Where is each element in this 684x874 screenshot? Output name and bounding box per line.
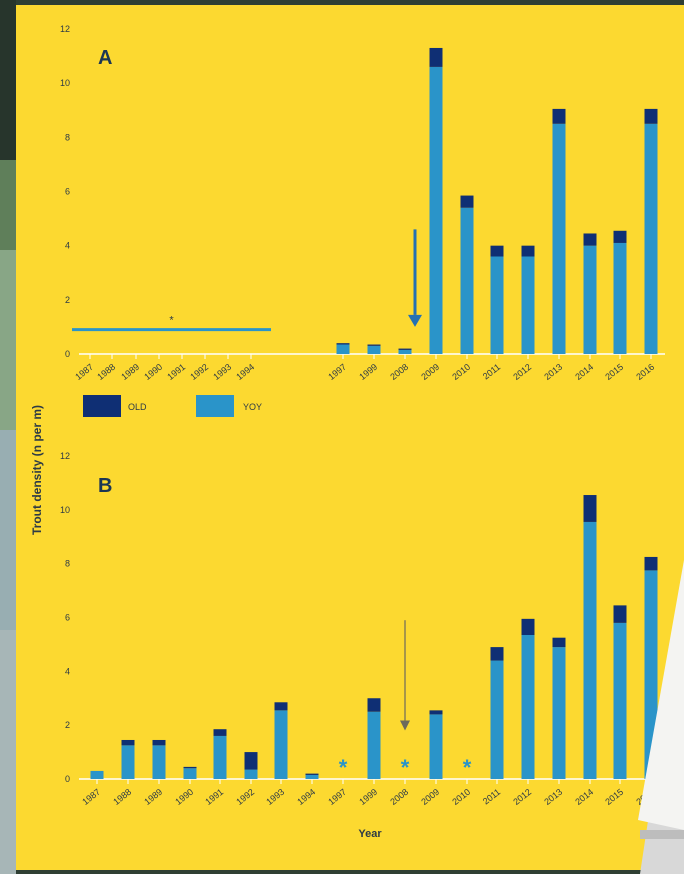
panel-b-bar-old-1993 [274,702,288,711]
panel-a-line-asterisk: * [169,315,174,327]
panel-a-bar-yoy-2008 [398,349,412,354]
panel-a-bar-yoy-2015 [613,242,627,354]
panel-b-bar-old-1991 [213,729,227,736]
panel-b-bar-old-2011 [490,647,504,661]
panel-a-panel-label: A [98,47,112,69]
panel-b-bar-old-1988 [121,739,135,746]
panel-b-y-tick-label: 4 [65,666,70,676]
panel-a-bar-yoy-2014 [583,245,597,354]
panel-a-bar-old-1999 [367,344,381,346]
panel-b-bar-old-2014 [583,495,597,522]
panel-b-bar-yoy-1999 [367,711,381,779]
y-axis-label: Trout density (n per m) [30,405,44,535]
panel-b-y-tick-label: 12 [60,451,70,461]
panel-b-bar-yoy-1990 [183,768,197,779]
panel-a-bar-yoy-2012 [521,256,535,354]
panel-a-y-tick-label: 12 [60,24,70,34]
panel-b-bar-yoy-1987 [90,770,104,779]
panel-b-y-tick-label: 10 [60,505,70,515]
panel-a-bar-yoy-2016 [644,123,658,355]
panel-b-bar-yoy-1992 [244,769,258,779]
panel-a-y-tick-label: 0 [65,349,70,359]
chart-panel [16,5,684,870]
panel-a-bar-yoy-1997 [336,344,350,354]
panel-b-bar-yoy-1988 [121,745,135,779]
panel-b-bar-old-1989 [152,739,166,746]
panel-b-bar-yoy-1993 [274,710,288,779]
panel-a-bar-old-2016 [644,108,658,124]
panel-b-bar-old-1992 [244,752,258,770]
panel-b-bar-yoy-1991 [213,735,227,779]
panel-b-asterisk-2010: * [463,755,472,780]
panel-a-bar-old-2013 [552,108,566,124]
panel-b-bar-yoy-1989 [152,745,166,779]
panel-a-bar-old-2008 [398,348,412,350]
panel-a-y-tick-label: 2 [65,295,70,305]
panel-a-bar-old-2010 [460,195,474,208]
panel-a-bar-old-1997 [336,343,350,345]
panel-b-bar-old-1990 [183,766,197,769]
panel-a-bar-old-2012 [521,245,535,257]
panel-b-bar-old-1999 [367,698,381,712]
panel-a-y-tick-label: 6 [65,187,70,197]
legend-old-label: OLD [128,402,147,412]
panel-b-bar-yoy-2009 [429,714,443,779]
panel-b-asterisk-1997: * [339,755,348,780]
panel-b-panel-label: B [98,475,112,497]
panel-a-y-tick-label: 8 [65,132,70,142]
panel-b-y-tick-label: 2 [65,720,70,730]
panel-b-bar-old-1994 [305,773,319,775]
panel-a-arrow-head [408,314,422,327]
panel-a-bar-old-2014 [583,233,597,246]
panel-a-bar-yoy-2011 [490,256,504,354]
panel-b-bar-old-2012 [521,618,535,635]
panel-a-bar-old-2011 [490,245,504,257]
panel-a-bar-yoy-2013 [552,123,566,355]
panel-b-bar-yoy-2014 [583,521,597,779]
panel-b-bar-yoy-2011 [490,660,504,779]
legend-old-swatch [83,395,121,417]
panel-a-y-tick-label: 4 [65,241,70,251]
panel-a-bar-old-2015 [613,230,627,243]
panel-b-y-tick-label: 0 [65,774,70,784]
panel-a-y-tick-label: 10 [60,78,70,88]
panel-b-bar-old-2016 [644,556,658,571]
panel-b-y-tick-label: 6 [65,613,70,623]
panel-b-bar-yoy-2015 [613,622,627,779]
legend-yoy-swatch [196,395,234,417]
panel-b-bar-yoy-2013 [552,647,566,779]
panel-a-bar-old-2009 [429,47,443,67]
panel-b-bar-old-2009 [429,710,443,715]
panel-b-bar-old-2013 [552,637,566,648]
panel-b-bar-old-2015 [613,605,627,623]
panel-b-arrow-head [400,720,410,731]
panel-b-asterisk-2008: * [401,755,410,780]
panel-b-bar-yoy-2012 [521,634,535,779]
panel-a-bar-yoy-1999 [367,345,381,354]
panel-b-bar-yoy-2016 [644,570,658,779]
panel-b-bar-yoy-1994 [305,774,319,779]
x-axis-label: Year [358,828,382,840]
legend-yoy-label: YOY [243,402,262,412]
panel-a-bar-yoy-2010 [460,207,474,354]
legend: OLD YOY [83,395,262,417]
panel-b-y-tick-label: 8 [65,559,70,569]
panel-a-bar-yoy-2009 [429,66,443,355]
